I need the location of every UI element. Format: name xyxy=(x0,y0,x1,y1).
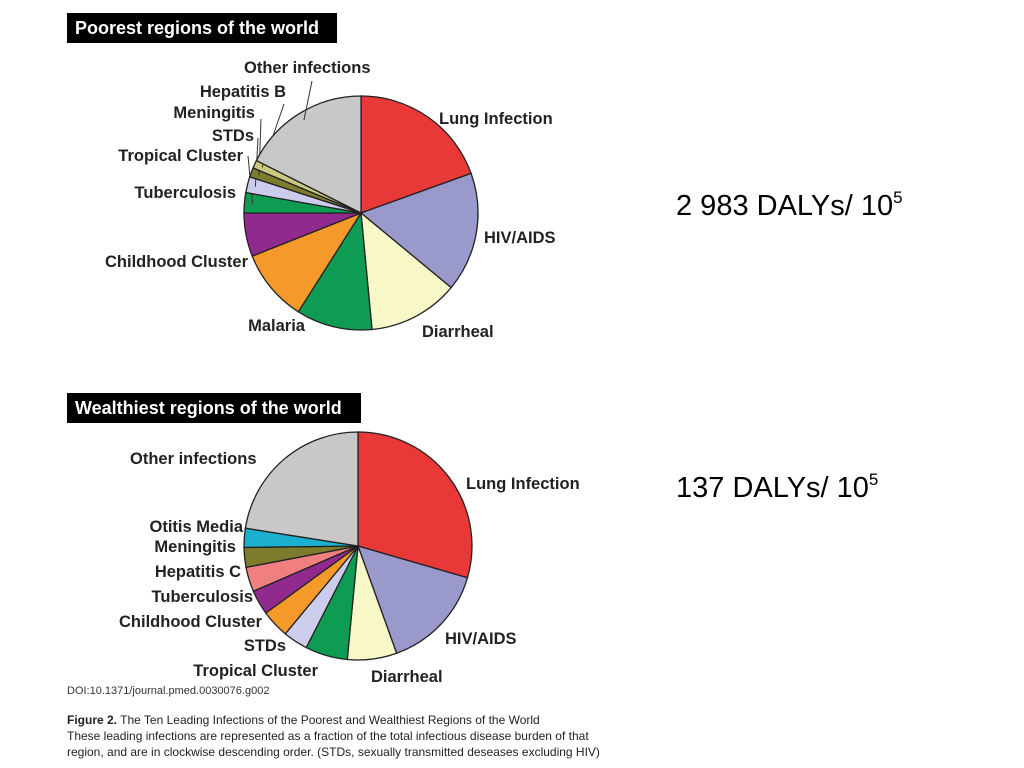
wealthiest-label-hepatitis-c: Hepatitis C xyxy=(155,563,241,581)
poorest-label-stds: STDs xyxy=(212,127,254,145)
wealthiest-dalys-value: 137 DALYs/ 10 xyxy=(676,472,869,504)
poorest-label-lung-infection: Lung Infection xyxy=(439,110,553,128)
wealthiest-dalys-exponent: 5 xyxy=(868,470,879,489)
figure-caption: Figure 2. The Ten Leading Infections of … xyxy=(67,712,607,760)
poorest-label-childhood-cluster: Childhood Cluster xyxy=(105,253,249,271)
doi-text: DOI:10.1371/journal.pmed.0030076.g002 xyxy=(67,685,270,697)
wealthiest-label-meningitis: Meningitis xyxy=(154,538,236,556)
wealthiest-label-diarrheal: Diarrheal xyxy=(371,668,443,686)
poorest-label-diarrheal: Diarrheal xyxy=(422,323,494,341)
wealthiest-label-tropical-cluster: Tropical Cluster xyxy=(193,662,318,680)
poorest-label-tuberculosis: Tuberculosis xyxy=(135,184,236,202)
poorest-label-malaria: Malaria xyxy=(248,317,306,335)
poorest-slice-hiv-aids xyxy=(359,172,479,289)
poorest-leader-other-infections xyxy=(303,80,313,121)
caption-body: These leading infections are represented… xyxy=(67,729,600,759)
wealthiest-label-childhood-cluster: Childhood Cluster xyxy=(119,613,263,631)
wealthiest-label-other-infections: Other infections xyxy=(130,450,257,468)
poorest-slice-childhood-cluster xyxy=(251,211,363,313)
poorest-dalys-exponent: 5 xyxy=(893,188,903,207)
poorest-label-other-infections: Other infections xyxy=(244,59,371,77)
wealthiest-label-lung-infection: Lung Infection xyxy=(466,475,580,493)
poorest-label-tropical-cluster: Tropical Cluster xyxy=(118,147,243,165)
poorest-slice-diarrheal xyxy=(360,211,453,331)
poorest-label-meningitis: Meningitis xyxy=(173,104,255,122)
poorest-dalys-total: 2 983 DALYs/ 105 xyxy=(676,188,903,223)
wealthiest-slice-other-infections xyxy=(244,431,359,547)
poorest-slice-other-infections xyxy=(255,95,362,215)
wealthiest-label-hiv-aids: HIV/AIDS xyxy=(445,630,517,648)
caption-figure-number: Figure 2. xyxy=(67,713,118,727)
wealthiest-label-stds: STDs xyxy=(244,637,286,655)
wealthiest-chart-title: Wealthiest regions of the world xyxy=(67,393,361,423)
caption-title: The Ten Leading Infections of the Poores… xyxy=(117,713,540,727)
poorest-slice-malaria xyxy=(297,211,373,331)
poorest-chart-title: Poorest regions of the world xyxy=(67,13,337,43)
poorest-slice-lung-infection xyxy=(360,95,472,214)
wealthiest-slice-lung-infection xyxy=(357,431,473,579)
wealthiest-slice-hiv-aids xyxy=(356,545,469,655)
wealthiest-label-tuberculosis: Tuberculosis xyxy=(152,588,253,606)
poorest-label-hepatitis-b: Hepatitis B xyxy=(200,83,286,101)
poorest-label-hiv-aids: HIV/AIDS xyxy=(484,229,556,247)
poorest-dalys-value: 2 983 DALYs/ 10 xyxy=(676,190,894,222)
wealthiest-label-otitis-media: Otitis Media xyxy=(149,518,243,536)
wealthiest-dalys-total: 137 DALYs/ 105 xyxy=(676,470,878,505)
